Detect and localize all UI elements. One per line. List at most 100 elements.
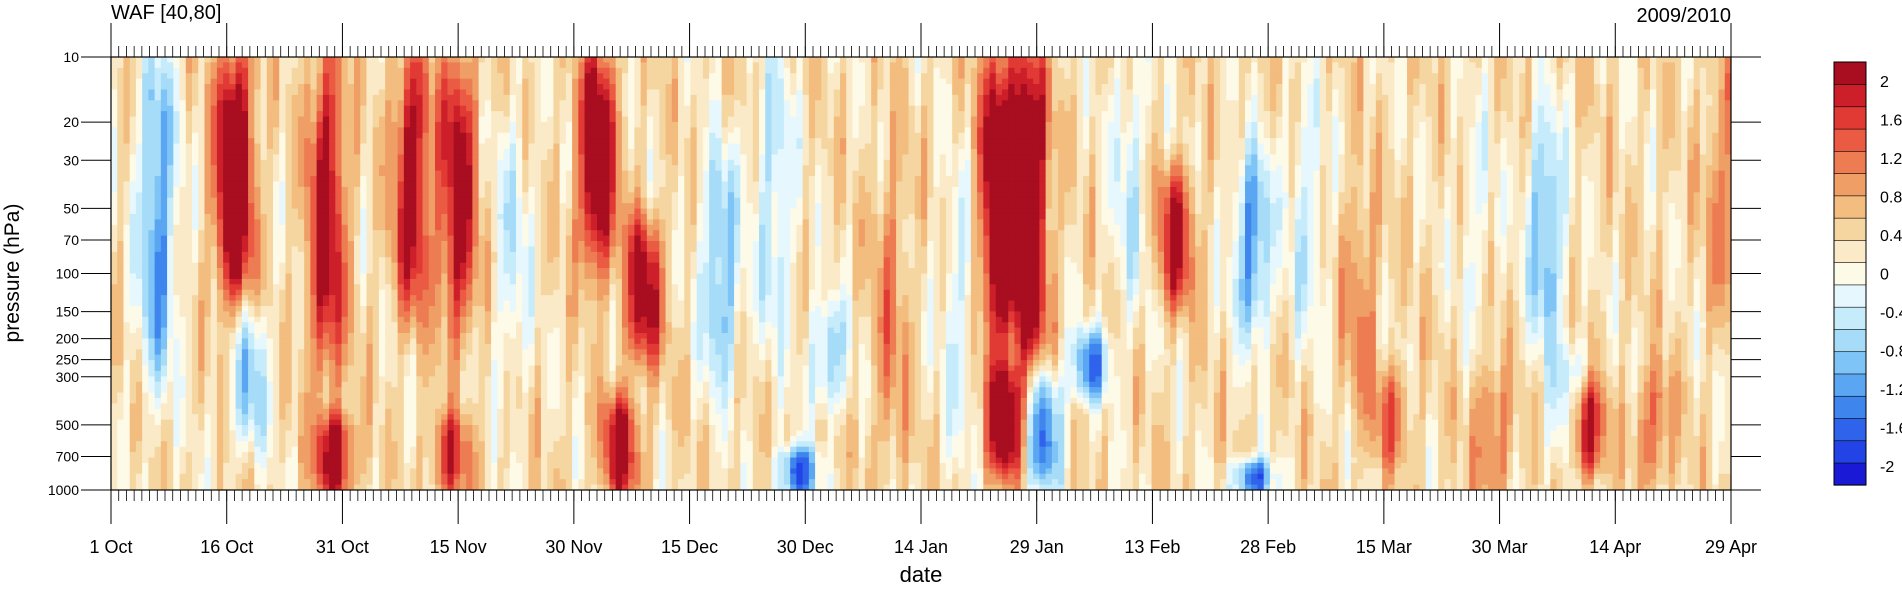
heat-cell bbox=[1026, 138, 1034, 145]
heat-cell bbox=[1656, 100, 1664, 107]
heat-cell bbox=[291, 159, 299, 166]
heat-cell bbox=[597, 84, 604, 91]
heat-cell bbox=[1188, 100, 1196, 107]
heat-cell bbox=[1326, 111, 1333, 118]
heat-cell bbox=[453, 73, 461, 80]
heat-cell bbox=[360, 57, 368, 64]
heat-cell bbox=[354, 84, 361, 91]
heat-cell bbox=[1282, 111, 1290, 118]
heat-cell bbox=[796, 105, 804, 112]
heat-cell bbox=[709, 154, 716, 161]
heat-cell bbox=[802, 111, 810, 118]
heat-cell bbox=[310, 84, 318, 91]
heat-cell bbox=[933, 111, 941, 118]
heat-cell bbox=[1313, 78, 1321, 85]
heat-cell bbox=[815, 67, 822, 74]
heat-cell bbox=[1693, 121, 1701, 128]
heat-cell bbox=[734, 143, 741, 150]
heat-cell bbox=[659, 94, 667, 101]
heat-cell bbox=[129, 57, 137, 64]
heat-cell bbox=[970, 62, 978, 69]
heat-cell bbox=[322, 111, 330, 118]
heat-cell bbox=[945, 116, 953, 123]
heat-cell bbox=[1164, 111, 1171, 118]
heat-cell bbox=[223, 154, 230, 161]
heat-cell bbox=[1587, 149, 1595, 156]
heat-cell bbox=[1650, 127, 1657, 134]
heat-cell bbox=[1026, 67, 1034, 74]
heat-cell bbox=[1687, 121, 1695, 128]
heat-cell bbox=[129, 159, 137, 166]
heat-cell bbox=[229, 159, 237, 166]
heat-cell bbox=[833, 111, 841, 118]
heat-cell bbox=[204, 89, 212, 96]
heat-cell bbox=[634, 67, 642, 74]
heat-cell bbox=[223, 78, 230, 85]
heat-cell bbox=[1488, 132, 1495, 139]
heat-cell bbox=[665, 73, 673, 80]
heat-cell bbox=[1039, 73, 1047, 80]
heat-cell bbox=[1674, 127, 1682, 134]
heat-cell bbox=[927, 73, 935, 80]
heat-cell bbox=[945, 154, 953, 161]
heat-cell bbox=[1294, 78, 1302, 85]
heat-cell bbox=[1687, 89, 1695, 96]
heat-cell bbox=[1413, 105, 1421, 112]
heat-cell bbox=[939, 138, 947, 145]
heat-cell bbox=[709, 78, 716, 85]
heat-cell bbox=[154, 105, 162, 112]
heat-cell bbox=[846, 67, 854, 74]
heat-cell bbox=[908, 116, 916, 123]
heat-cell bbox=[715, 89, 723, 96]
heat-cell bbox=[1195, 62, 1202, 69]
heat-cell bbox=[192, 62, 199, 69]
heat-cell bbox=[765, 154, 773, 161]
heat-cell bbox=[1058, 78, 1065, 85]
heat-cell bbox=[740, 67, 748, 74]
heat-cell bbox=[148, 111, 156, 118]
heat-cell bbox=[1400, 94, 1408, 101]
heat-cell bbox=[1251, 89, 1259, 96]
heat-cell bbox=[1008, 138, 1016, 145]
heat-cell bbox=[559, 105, 567, 112]
heat-cell bbox=[360, 62, 368, 69]
heat-cell bbox=[1058, 132, 1065, 139]
heat-cell bbox=[846, 84, 854, 91]
heat-cell bbox=[285, 116, 293, 123]
heat-cell bbox=[889, 154, 897, 161]
heat-cell bbox=[235, 127, 243, 134]
heat-cell bbox=[640, 111, 648, 118]
heat-cell bbox=[1413, 73, 1421, 80]
heat-cell bbox=[154, 154, 162, 161]
heat-cell bbox=[173, 111, 181, 118]
heat-cell bbox=[316, 132, 324, 139]
heat-cell bbox=[254, 84, 262, 91]
heat-cell bbox=[1276, 149, 1283, 156]
heat-cell bbox=[248, 100, 255, 107]
heat-cell bbox=[1519, 94, 1526, 101]
heat-cell bbox=[1170, 154, 1178, 161]
heat-cell bbox=[410, 138, 417, 145]
heat-cell bbox=[1207, 127, 1215, 134]
heat-cell bbox=[1488, 94, 1495, 101]
heat-cell bbox=[1407, 143, 1414, 150]
heat-cell bbox=[1544, 84, 1551, 91]
heat-cell bbox=[1631, 94, 1639, 101]
heat-cell bbox=[1481, 73, 1489, 80]
heat-cell bbox=[715, 111, 723, 118]
heat-cell bbox=[1319, 67, 1327, 74]
heat-cell bbox=[908, 143, 916, 150]
heat-cell bbox=[335, 154, 343, 161]
heat-cell bbox=[1095, 89, 1103, 96]
heat-cell bbox=[1301, 89, 1308, 96]
heat-cell bbox=[435, 111, 442, 118]
heat-cell bbox=[1357, 116, 1364, 123]
heat-cell bbox=[279, 154, 287, 161]
heat-cell bbox=[1618, 111, 1626, 118]
heat-cell bbox=[1238, 94, 1246, 101]
heat-cell bbox=[759, 111, 766, 118]
heat-cell bbox=[354, 111, 361, 118]
heat-cell bbox=[1419, 105, 1427, 112]
heat-cell bbox=[790, 84, 797, 91]
heat-cell bbox=[1618, 121, 1626, 128]
